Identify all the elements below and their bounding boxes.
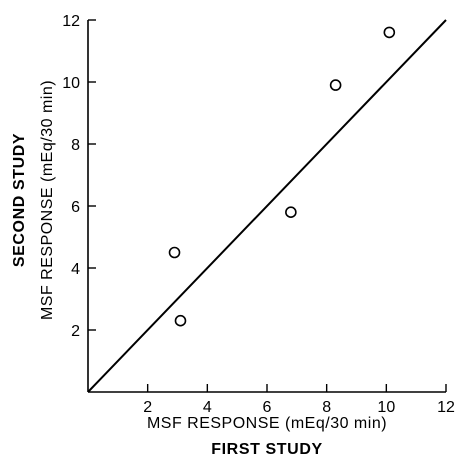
ticks: 2 4 6 8 10 12 2 4 6 8 10 12 <box>62 13 455 416</box>
y-tick-label: 10 <box>62 75 80 92</box>
x-tick-label: 8 <box>322 399 331 416</box>
data-point <box>168 246 181 259</box>
identity-line <box>87 19 447 393</box>
x-tick-label: 2 <box>143 399 152 416</box>
x-tick-label: 10 <box>377 399 395 416</box>
x-axis-label: MSF RESPONSE (mEq/30 min) <box>147 415 387 432</box>
x-tick-label: 4 <box>203 399 212 416</box>
data-point <box>174 314 187 327</box>
data-point <box>329 79 342 91</box>
data-point <box>383 26 396 39</box>
y-tick-label: 8 <box>71 137 80 154</box>
y-tick-label: 6 <box>71 199 80 216</box>
y-tick-label: 2 <box>71 323 80 340</box>
x-tick-label: 6 <box>263 399 272 416</box>
y-tick-label: 12 <box>62 13 80 30</box>
y-tick-label: 4 <box>71 261 80 278</box>
x-tick-label: 12 <box>437 399 455 416</box>
data-point <box>285 206 297 218</box>
y-axis-title: SECOND STUDY <box>11 133 28 267</box>
reference-line-group <box>87 19 447 393</box>
x-axis-title: FIRST STUDY <box>211 441 323 458</box>
data-points <box>168 26 396 327</box>
y-axis-label: MSF RESPONSE (mEq/30 min) <box>39 80 56 320</box>
